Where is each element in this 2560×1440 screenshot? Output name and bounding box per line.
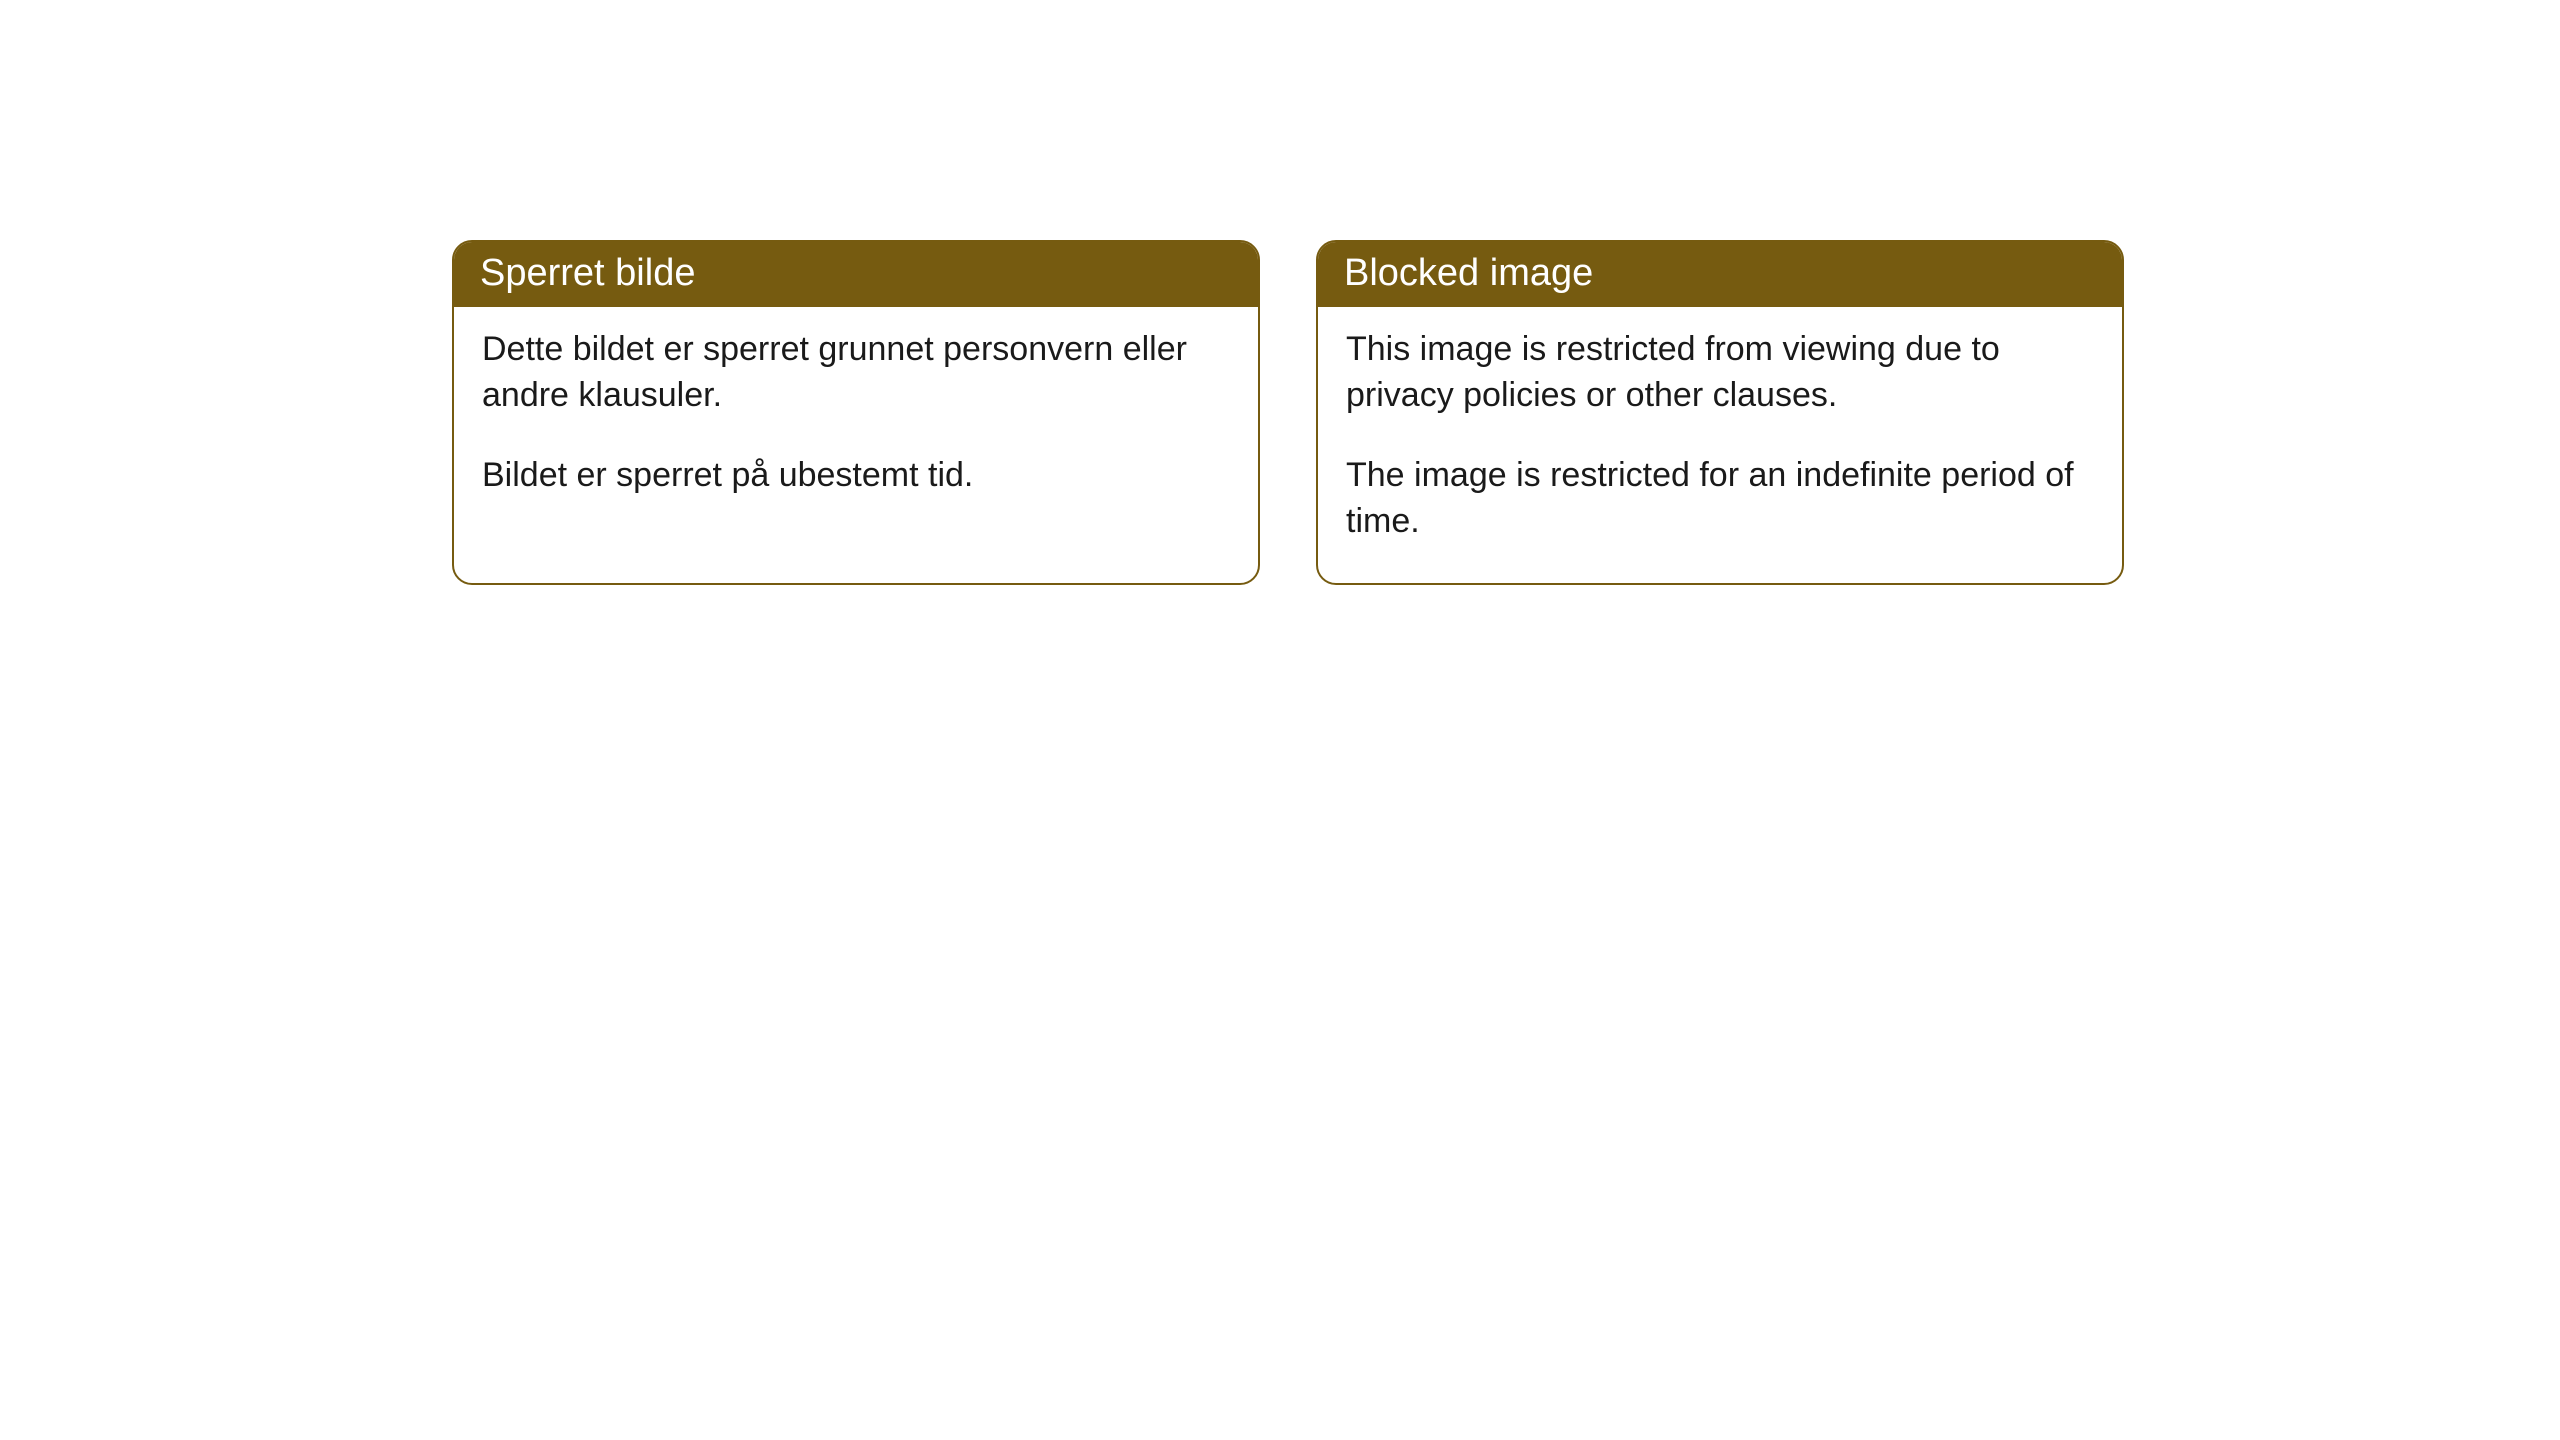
notice-card-english: Blocked image This image is restricted f… bbox=[1316, 240, 2124, 585]
card-title-english: Blocked image bbox=[1344, 252, 1593, 294]
card-body-norwegian: Dette bildet er sperret grunnet personve… bbox=[454, 307, 1258, 537]
card-paragraph-2-norwegian: Bildet er sperret på ubestemt tid. bbox=[482, 453, 1230, 499]
notice-card-norwegian: Sperret bilde Dette bildet er sperret gr… bbox=[452, 240, 1260, 585]
card-paragraph-1-english: This image is restricted from viewing du… bbox=[1346, 327, 2094, 419]
card-title-norwegian: Sperret bilde bbox=[480, 252, 695, 294]
card-paragraph-1-norwegian: Dette bildet er sperret grunnet personve… bbox=[482, 327, 1230, 419]
card-paragraph-2-english: The image is restricted for an indefinit… bbox=[1346, 453, 2094, 545]
card-body-english: This image is restricted from viewing du… bbox=[1318, 307, 2122, 583]
card-header-english: Blocked image bbox=[1318, 242, 2122, 307]
notice-cards-container: Sperret bilde Dette bildet er sperret gr… bbox=[452, 240, 2560, 585]
card-header-norwegian: Sperret bilde bbox=[454, 242, 1258, 307]
